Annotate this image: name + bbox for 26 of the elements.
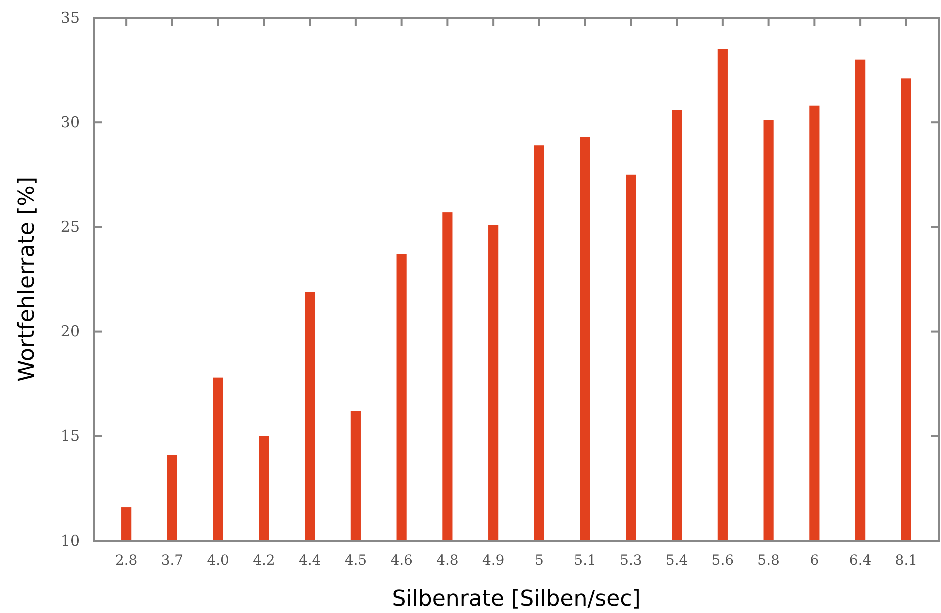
- x-tick-label: 4.6: [390, 552, 414, 569]
- x-tick-label: 5.8: [758, 552, 780, 569]
- x-tick-label: 2.8: [115, 552, 138, 569]
- x-tick-label: 4.2: [253, 552, 276, 569]
- x-tick-label: 4.8: [436, 552, 459, 569]
- x-tick-label: 5: [534, 552, 544, 569]
- y-tick-label: 30: [60, 113, 80, 132]
- y-tick-label: 25: [60, 218, 80, 236]
- x-tick-label: 4.9: [482, 552, 505, 569]
- y-axis-title: Wortfehlerrate [%]: [15, 177, 40, 382]
- x-tick-label: 5.6: [712, 552, 734, 569]
- x-tick-label: 5.3: [620, 552, 642, 569]
- y-tick-label: 35: [60, 8, 80, 27]
- x-tick-label: 5.4: [666, 552, 688, 569]
- x-axis-title: Silbenrate [Silben/sec]: [392, 587, 641, 612]
- x-tick-label: 4.4: [298, 552, 322, 569]
- x-tick-label: 4.5: [344, 552, 368, 569]
- x-tick-label: 8.1: [895, 552, 918, 569]
- x-tick-label: 3.7: [161, 552, 184, 569]
- y-tick-label: 20: [60, 322, 80, 341]
- x-tick-label: 6: [810, 552, 820, 569]
- x-tick-label: 5.1: [574, 552, 596, 569]
- y-tick-label: 15: [60, 427, 80, 446]
- y-tick-label: 10: [60, 532, 80, 550]
- x-tick-label: 6.4: [849, 552, 872, 569]
- x-tick-label: 4.0: [207, 552, 230, 569]
